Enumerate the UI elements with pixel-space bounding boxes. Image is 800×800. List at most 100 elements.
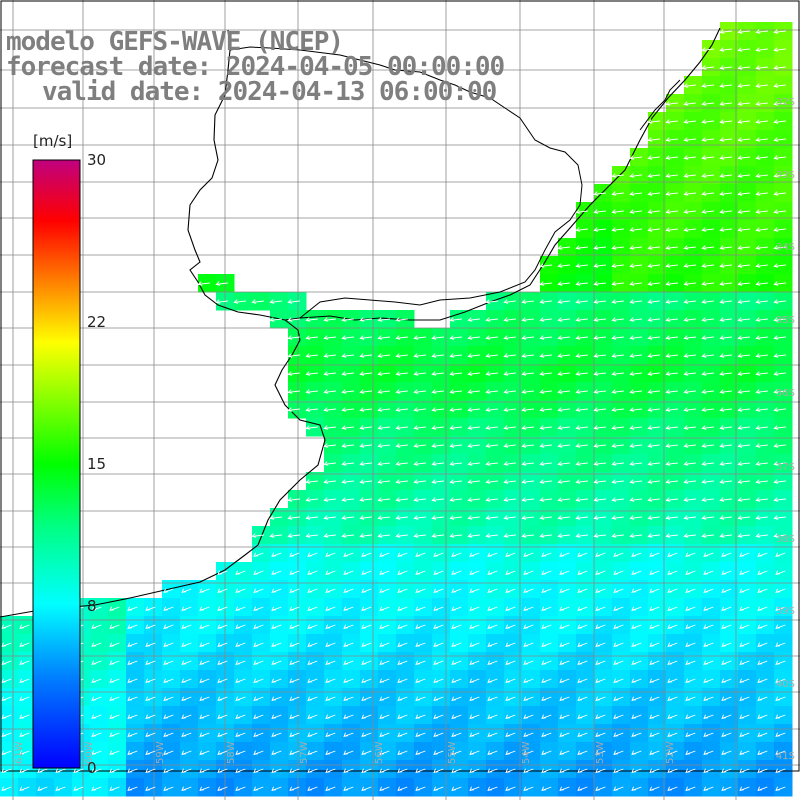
wind-arrow	[487, 642, 498, 648]
wind-cell	[468, 580, 487, 599]
forecast-date: forecast date: 2024-04-05 00:00:00	[6, 52, 505, 82]
wind-cell	[432, 778, 451, 797]
wind-arrow	[521, 533, 534, 538]
wind-arrow	[775, 786, 786, 792]
wind-arrow	[467, 353, 480, 358]
wind-cell	[450, 634, 469, 653]
wind-cell	[558, 544, 577, 563]
wind-cell	[576, 580, 595, 599]
wind-cell	[684, 706, 703, 725]
wind-arrow	[557, 515, 570, 520]
longitude-label: 58W	[226, 741, 237, 764]
wind-arrow	[541, 786, 552, 792]
wind-arrow	[253, 786, 264, 792]
wind-arrow	[109, 732, 120, 738]
wind-arrow	[487, 696, 498, 702]
wind-arrow	[685, 624, 696, 630]
wind-arrow	[379, 786, 390, 792]
wind-arrow	[557, 281, 570, 286]
wind-arrow	[505, 624, 516, 630]
wind-arrow	[523, 660, 534, 666]
wind-arrow	[253, 696, 264, 702]
wind-cell	[414, 598, 433, 617]
wind-arrow	[377, 317, 390, 322]
wind-arrow	[127, 768, 138, 774]
wind-arrow	[361, 732, 372, 738]
wind-arrow	[755, 407, 768, 412]
wind-arrow	[773, 191, 786, 196]
wind-arrow	[703, 570, 714, 576]
wind-arrow	[19, 624, 30, 630]
wind-arrow	[701, 191, 714, 196]
wind-cell	[414, 634, 433, 653]
longitude-label: 60W	[84, 741, 95, 764]
wind-arrow	[593, 407, 606, 412]
wind-arrow	[431, 353, 444, 358]
wind-cell	[612, 616, 631, 635]
wind-cell	[576, 652, 595, 671]
wind-arrow	[737, 479, 750, 484]
wind-arrow	[665, 137, 678, 142]
wind-arrow	[145, 750, 156, 756]
wind-cell	[774, 598, 793, 617]
wind-cell	[234, 598, 253, 617]
wind-cell	[702, 688, 721, 707]
wind-arrow	[739, 606, 750, 612]
wind-cell	[144, 670, 163, 689]
wind-arrow	[271, 606, 282, 612]
wind-arrow	[307, 624, 318, 630]
wind-arrow	[703, 768, 714, 774]
wind-cell	[738, 778, 757, 797]
wind-arrow	[521, 371, 534, 376]
wind-arrow	[271, 696, 282, 702]
wind-arrow	[109, 624, 120, 630]
wind-arrow	[539, 497, 552, 502]
wind-cell	[756, 580, 775, 599]
wind-arrow	[487, 660, 498, 666]
wind-cell	[720, 598, 739, 617]
wind-arrow	[127, 624, 138, 630]
wind-arrow	[757, 786, 768, 792]
wind-arrow	[217, 642, 228, 648]
wind-arrow	[395, 317, 408, 322]
wind-arrow	[433, 570, 444, 576]
wind-arrow	[359, 533, 372, 538]
wind-arrow	[127, 642, 138, 648]
wind-arrow	[235, 678, 246, 684]
wind-arrow	[431, 389, 444, 394]
wind-cell	[684, 670, 703, 689]
wind-arrow	[557, 299, 570, 304]
wind-arrow	[701, 101, 714, 106]
wind-arrow	[181, 750, 192, 756]
wind-arrow	[719, 101, 732, 106]
wind-arrow	[595, 606, 606, 612]
wind-arrow	[755, 353, 768, 358]
wind-cell	[396, 760, 415, 779]
wind-cell	[396, 652, 415, 671]
wind-arrow	[361, 696, 372, 702]
wind-arrow	[467, 461, 480, 466]
wind-cell	[126, 670, 145, 689]
wind-arrow	[449, 371, 462, 376]
wind-arrow	[737, 101, 750, 106]
wind-arrow	[217, 660, 228, 666]
wind-arrow	[271, 786, 282, 792]
wind-arrow	[701, 263, 714, 268]
wind-arrow	[755, 317, 768, 322]
wind-arrow	[451, 570, 462, 576]
wind-arrow	[575, 209, 588, 214]
wind-arrow	[755, 47, 768, 52]
wind-arrow	[737, 425, 750, 430]
valid-date: valid date: 2024-04-13 06:00:00	[42, 77, 497, 107]
wind-arrow	[665, 443, 678, 448]
wind-cell	[684, 724, 703, 743]
wind-cell	[90, 670, 109, 689]
wind-cell	[504, 652, 523, 671]
wind-cell	[90, 724, 109, 743]
wind-cell	[756, 688, 775, 707]
wind-arrow	[755, 83, 768, 88]
wind-arrow	[701, 83, 714, 88]
wind-arrow	[379, 732, 390, 738]
wind-arrow	[431, 533, 444, 538]
wind-cell	[72, 778, 91, 797]
